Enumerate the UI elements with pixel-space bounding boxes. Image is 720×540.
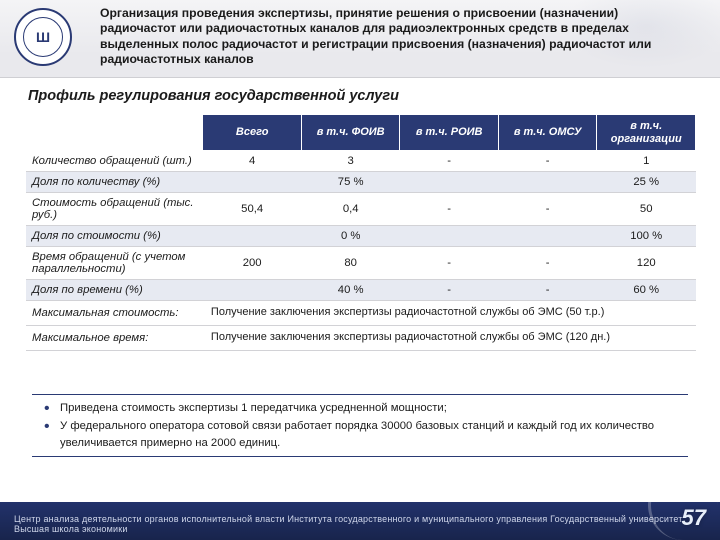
cell: 1	[597, 151, 696, 172]
table-row-merged: Максимальная стоимость:Получение заключе…	[26, 301, 696, 326]
cell: -	[400, 280, 499, 301]
cell: 120	[597, 247, 696, 280]
row-label: Стоимость обращений (тыс. руб.)	[26, 193, 203, 226]
cell	[203, 280, 302, 301]
cell: -	[400, 247, 499, 280]
divider-bottom	[32, 456, 688, 457]
row-label: Доля по количеству (%)	[26, 172, 203, 193]
table-row: Доля по количеству (%) 75 % 25 %	[26, 172, 696, 193]
cell: 0,4	[301, 193, 400, 226]
cell	[203, 172, 302, 193]
col-omsu: в т.ч. ОМСУ	[498, 115, 597, 151]
col-org: в т.ч. организации	[597, 115, 696, 151]
cell: -	[498, 247, 597, 280]
table-header-row: Всего в т.ч. ФОИВ в т.ч. РОИВ в т.ч. ОМС…	[26, 115, 696, 151]
cell: 4	[203, 151, 302, 172]
footer-text: Центр анализа деятельности органов испол…	[14, 514, 720, 534]
row-label: Доля по стоимости (%)	[26, 226, 203, 247]
col-total: Всего	[203, 115, 302, 151]
table-row-merged: Максимальное время:Получение заключения …	[26, 326, 696, 351]
page-number: 57	[682, 505, 706, 531]
profile-table: Всего в т.ч. ФОИВ в т.ч. РОИВ в т.ч. ОМС…	[26, 114, 696, 351]
cell: 3	[301, 151, 400, 172]
col-foiv: в т.ч. ФОИВ	[301, 115, 400, 151]
table-row: Стоимость обращений (тыс. руб.)50,40,4--…	[26, 193, 696, 226]
cell: 80	[301, 247, 400, 280]
cell	[498, 172, 597, 193]
cell: -	[400, 151, 499, 172]
cell: 60 %	[597, 280, 696, 301]
row-label: Максимальное время:	[26, 326, 203, 351]
table-row: Доля по времени (%)40 %--60 %	[26, 280, 696, 301]
cell: 50	[597, 193, 696, 226]
merged-cell: Получение заключения экспертизы радиочас…	[203, 326, 696, 351]
notes-list: Приведена стоимость экспертизы 1 передат…	[44, 400, 684, 453]
section-subtitle: Профиль регулирования государственной ус…	[28, 88, 399, 104]
cell: 25 %	[597, 172, 696, 193]
page-title: Организация проведения экспертизы, приня…	[100, 6, 660, 67]
row-label: Количество обращений (шт.)	[26, 151, 203, 172]
divider-top	[32, 394, 688, 395]
cell: 0 %	[301, 226, 400, 247]
row-label: Доля по времени (%)	[26, 280, 203, 301]
footer-bar: Центр анализа деятельности органов испол…	[0, 502, 720, 540]
cell	[203, 226, 302, 247]
cell: 200	[203, 247, 302, 280]
cell: -	[498, 151, 597, 172]
row-label: Максимальная стоимость:	[26, 301, 203, 326]
col-roiv: в т.ч. РОИВ	[400, 115, 499, 151]
note-item: Приведена стоимость экспертизы 1 передат…	[44, 400, 684, 416]
logo: Ш	[14, 8, 72, 66]
cell	[400, 172, 499, 193]
cell: 50,4	[203, 193, 302, 226]
cell: 75 %	[301, 172, 400, 193]
cell: 40 %	[301, 280, 400, 301]
cell: -	[498, 280, 597, 301]
row-label: Время обращений (с учетом параллельности…	[26, 247, 203, 280]
table-row: Время обращений (с учетом параллельности…	[26, 247, 696, 280]
table-row: Доля по стоимости (%) 0 % 100 %	[26, 226, 696, 247]
cell	[400, 226, 499, 247]
merged-cell: Получение заключения экспертизы радиочас…	[203, 301, 696, 326]
logo-letter: Ш	[23, 17, 63, 57]
cell: -	[498, 193, 597, 226]
table-row: Количество обращений (шт.)43--1	[26, 151, 696, 172]
cell	[498, 226, 597, 247]
note-item: У федерального оператора сотовой связи р…	[44, 418, 684, 451]
cell: 100 %	[597, 226, 696, 247]
cell: -	[400, 193, 499, 226]
